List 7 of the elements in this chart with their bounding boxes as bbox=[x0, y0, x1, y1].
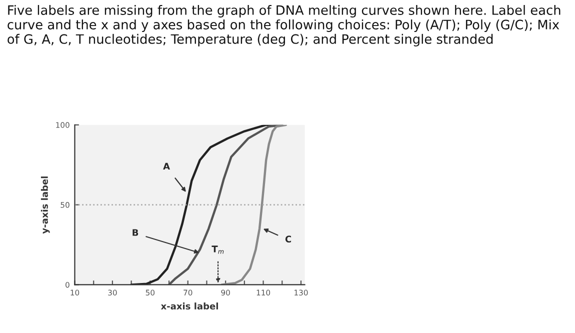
chart-title: Five labels are missing from the graph of DNA melting curves shown here. Label each curve and the x and y axes based on the following choices: Poly (A/T); Poly (G/C); Mix of G, A, C, T nucleotides; Temperature (deg C); and Percent single stranded bbox=[8, 4, 560, 46]
annotation: B bbox=[132, 229, 138, 236]
y-axis-title: y-axis label bbox=[40, 176, 50, 234]
annotation: T$_{m}$ bbox=[212, 246, 224, 254]
annotation: C bbox=[285, 236, 292, 242]
annotation: A bbox=[163, 162, 170, 170]
x-axis-title: x-axis label bbox=[160, 302, 218, 310]
